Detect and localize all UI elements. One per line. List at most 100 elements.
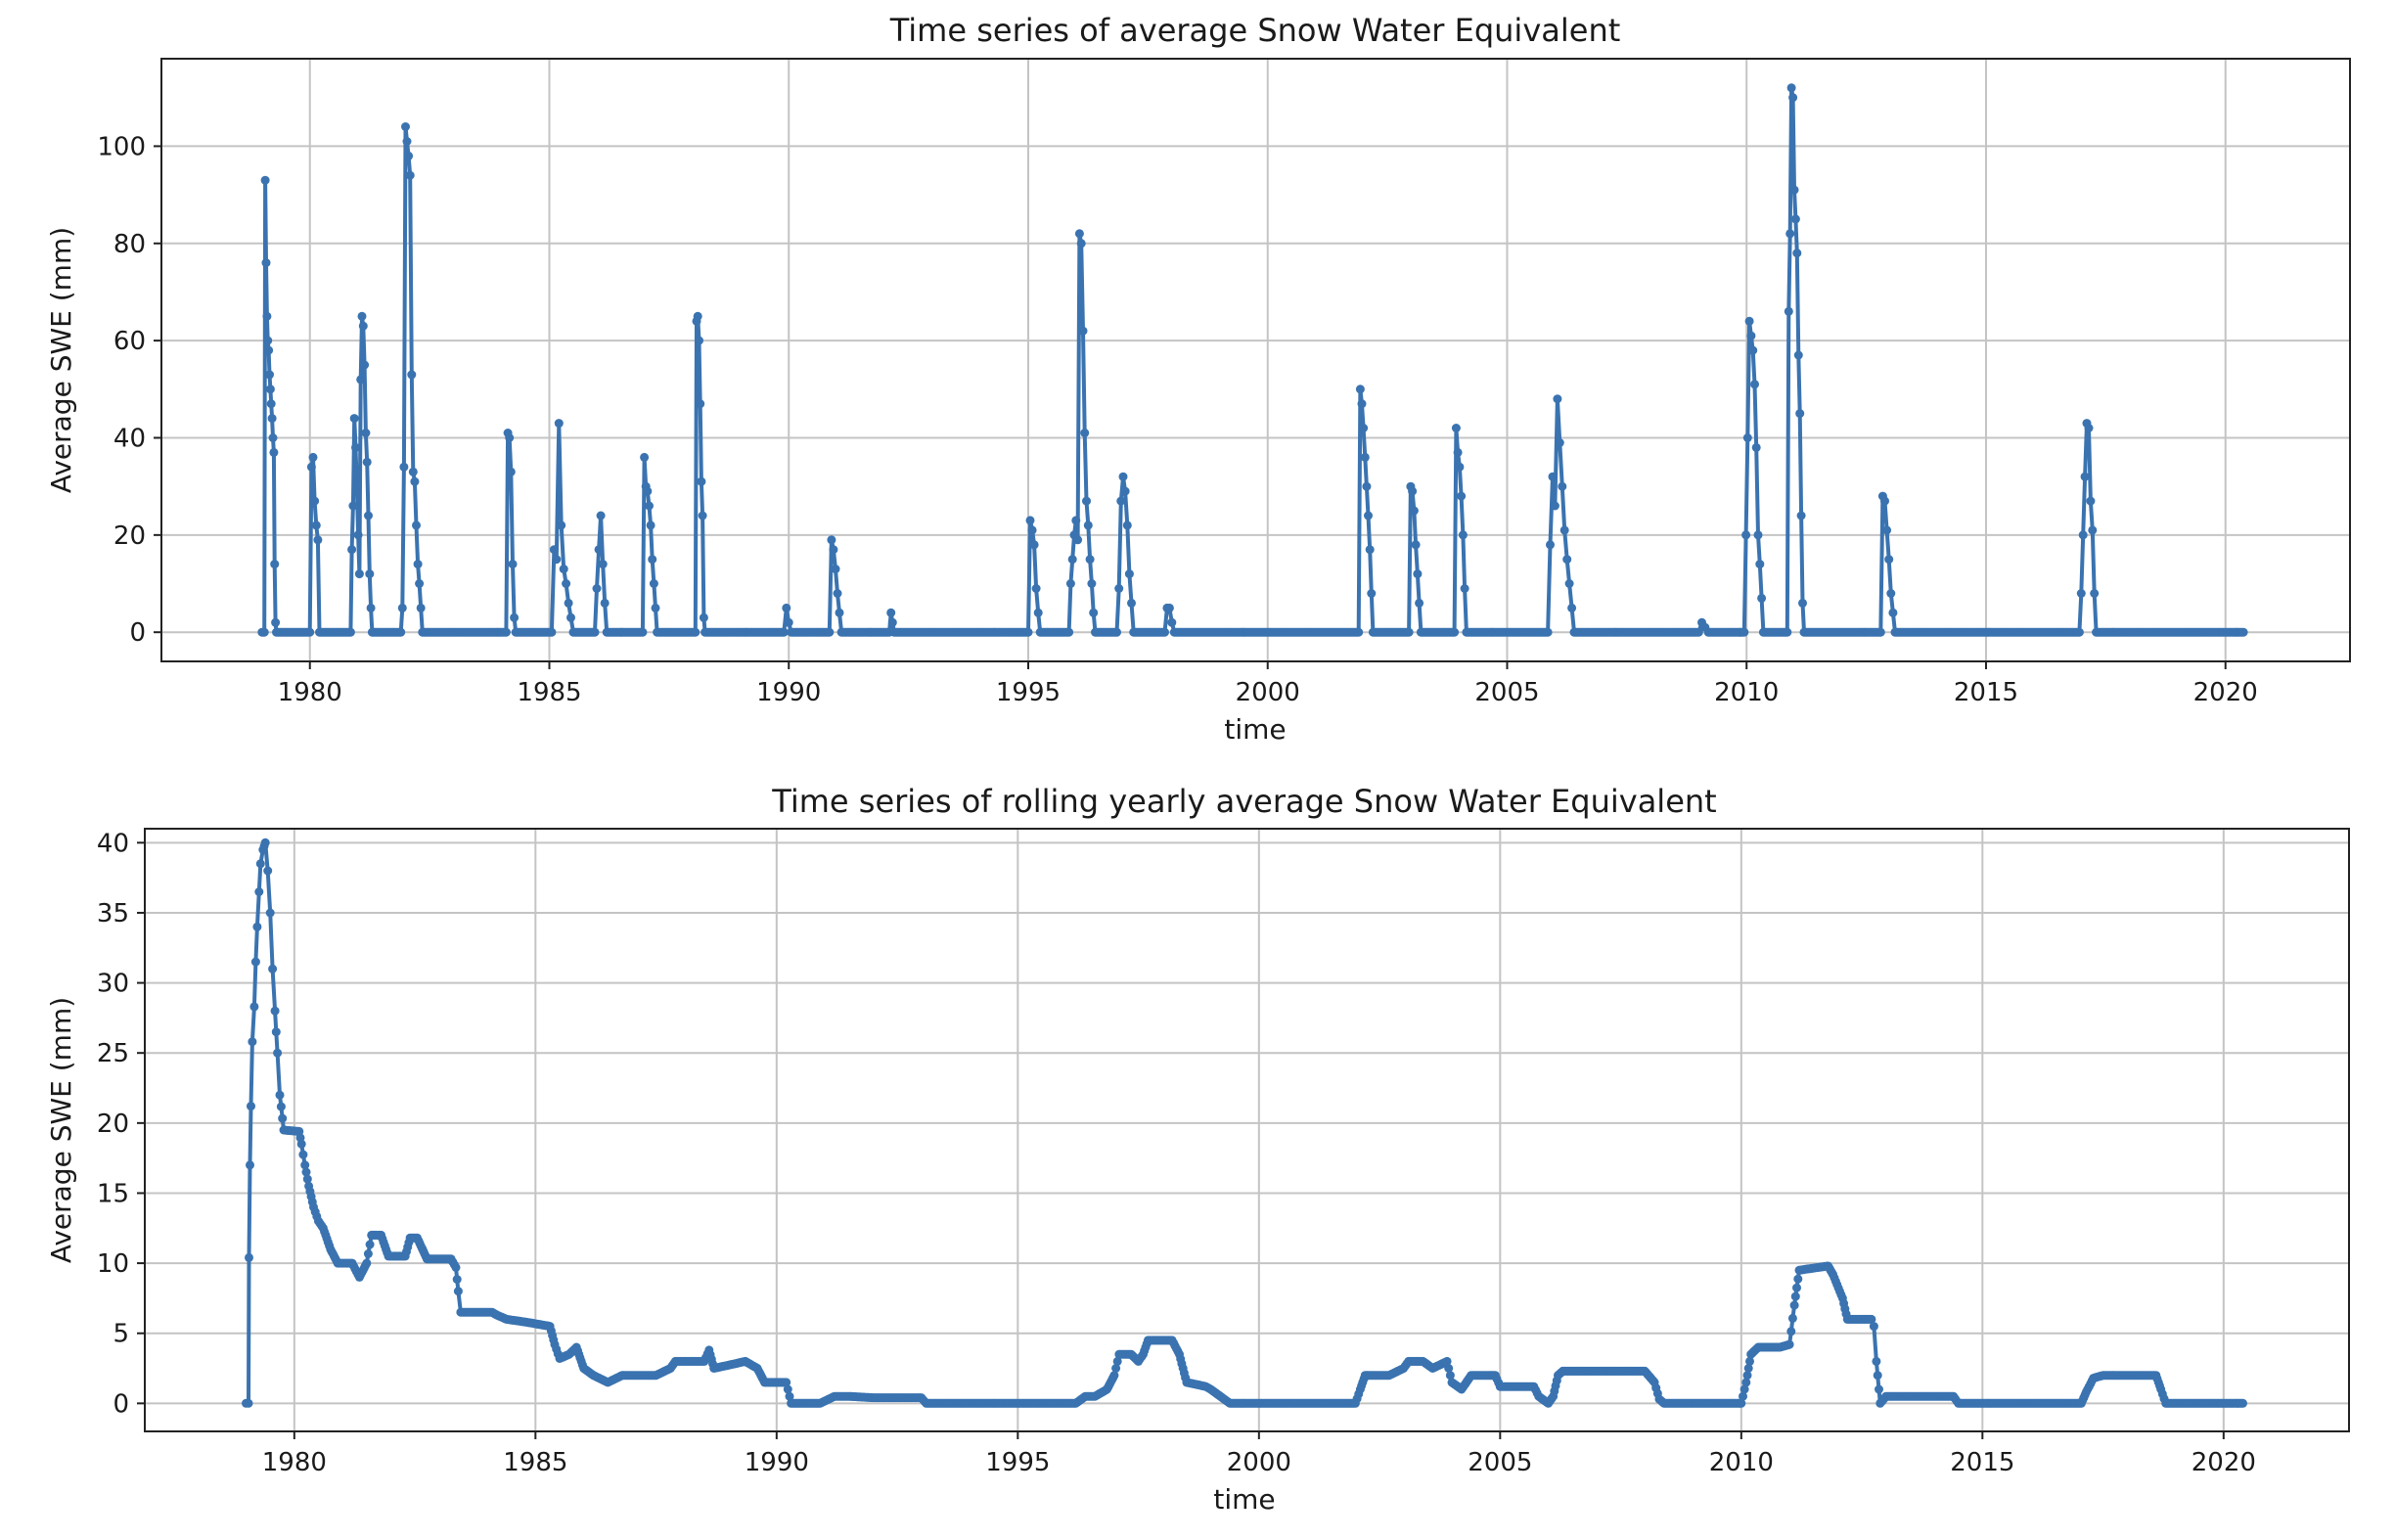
data-point bbox=[1444, 1364, 1454, 1373]
data-point bbox=[250, 957, 260, 967]
data-point bbox=[784, 617, 793, 627]
data-point bbox=[246, 1160, 254, 1170]
data-point bbox=[829, 545, 838, 555]
data-point bbox=[362, 1258, 372, 1268]
data-point bbox=[408, 467, 418, 476]
y-tick-label: 100 bbox=[97, 132, 146, 161]
chart-top-xlabel: time bbox=[1224, 713, 1286, 746]
chart-bottom: Time series of rolling yearly average Sn… bbox=[45, 783, 2350, 1516]
data-point bbox=[640, 452, 650, 462]
data-point bbox=[262, 311, 272, 321]
data-point bbox=[399, 462, 409, 472]
data-point bbox=[1553, 394, 1562, 404]
data-point bbox=[1460, 584, 1469, 593]
data-point bbox=[1694, 627, 1703, 637]
data-point bbox=[1750, 380, 1759, 389]
data-point bbox=[1757, 593, 1767, 603]
data-point bbox=[1451, 424, 1461, 432]
data-point bbox=[396, 627, 406, 637]
data-point bbox=[1080, 429, 1090, 437]
data-point bbox=[782, 1378, 791, 1387]
data-point bbox=[255, 859, 265, 869]
data-point bbox=[266, 399, 276, 409]
data-point bbox=[1869, 1322, 1878, 1332]
data-point bbox=[501, 627, 511, 637]
data-point bbox=[276, 1102, 286, 1111]
data-point bbox=[1442, 1356, 1452, 1366]
chart-bottom-title: Time series of rolling yearly average Sn… bbox=[771, 783, 1716, 820]
data-point bbox=[1458, 530, 1468, 540]
data-point bbox=[1755, 560, 1765, 569]
data-point bbox=[1074, 229, 1084, 239]
data-point bbox=[306, 462, 316, 472]
data-point bbox=[413, 560, 423, 569]
data-point bbox=[1076, 239, 1086, 249]
data-point bbox=[1886, 589, 1896, 598]
data-point bbox=[260, 175, 270, 185]
y-tick-label: 20 bbox=[97, 1110, 129, 1139]
data-point bbox=[1367, 589, 1377, 598]
data-point bbox=[691, 627, 700, 637]
data-point bbox=[265, 370, 274, 380]
data-point bbox=[1792, 249, 1802, 258]
x-tick-label: 2015 bbox=[1954, 678, 2018, 707]
data-point bbox=[1354, 627, 1364, 637]
data-point bbox=[301, 1167, 311, 1177]
data-point bbox=[1365, 545, 1375, 555]
data-point bbox=[1355, 385, 1365, 394]
data-point bbox=[594, 545, 604, 555]
data-point bbox=[453, 1287, 463, 1296]
chart-bottom-xlabel: time bbox=[1213, 1483, 1275, 1516]
data-point bbox=[402, 137, 412, 146]
data-point bbox=[275, 1090, 285, 1100]
chart-top-ticks: 1980 1985 1990 1995 2000 2005 2010 2015 2020 0 20 4… bbox=[97, 132, 2257, 707]
data-point bbox=[643, 486, 653, 496]
data-point bbox=[351, 442, 360, 452]
chart-top-frame bbox=[160, 58, 2351, 662]
data-point bbox=[1742, 433, 1752, 442]
data-point bbox=[557, 521, 566, 530]
data-point bbox=[1411, 540, 1421, 550]
data-point bbox=[263, 866, 273, 876]
data-point bbox=[1746, 331, 1756, 340]
x-tick-label: 1990 bbox=[745, 1448, 809, 1477]
data-point bbox=[278, 1113, 288, 1123]
data-point bbox=[554, 419, 564, 429]
data-point bbox=[638, 627, 648, 637]
data-point bbox=[451, 1262, 461, 1272]
data-point bbox=[1742, 1371, 1752, 1381]
data-point bbox=[347, 545, 357, 555]
data-point bbox=[510, 612, 520, 622]
data-point bbox=[405, 170, 415, 180]
data-point bbox=[302, 1174, 312, 1184]
data-point bbox=[1785, 229, 1795, 239]
data-point bbox=[1073, 535, 1083, 545]
data-point bbox=[1745, 1356, 1754, 1366]
data-point bbox=[1031, 584, 1041, 593]
data-point bbox=[646, 521, 655, 530]
data-point bbox=[1087, 579, 1097, 588]
data-point bbox=[361, 429, 371, 437]
y-tick-label: 5 bbox=[113, 1320, 129, 1349]
data-point bbox=[264, 345, 274, 355]
data-point bbox=[1884, 555, 1894, 565]
chart-top-title: Time series of average Snow Water Equiva… bbox=[889, 12, 1621, 49]
data-point bbox=[263, 336, 273, 345]
data-point bbox=[1122, 521, 1132, 530]
data-point bbox=[415, 579, 425, 588]
data-point bbox=[785, 1391, 794, 1401]
data-point bbox=[1167, 617, 1177, 627]
chart-top-grid bbox=[161, 59, 2350, 661]
data-point bbox=[311, 521, 321, 530]
data-point bbox=[1025, 516, 1035, 525]
data-point bbox=[1790, 214, 1800, 224]
x-tick-label: 1980 bbox=[262, 1448, 327, 1477]
data-point bbox=[1160, 627, 1169, 637]
chart-top: Time series of average Snow Water Equiva… bbox=[45, 12, 2351, 746]
data-point bbox=[2084, 424, 2094, 432]
data-point bbox=[1880, 496, 1889, 506]
data-point bbox=[354, 569, 364, 579]
data-point bbox=[1065, 579, 1075, 588]
data-point bbox=[254, 887, 264, 896]
data-point bbox=[592, 584, 602, 593]
